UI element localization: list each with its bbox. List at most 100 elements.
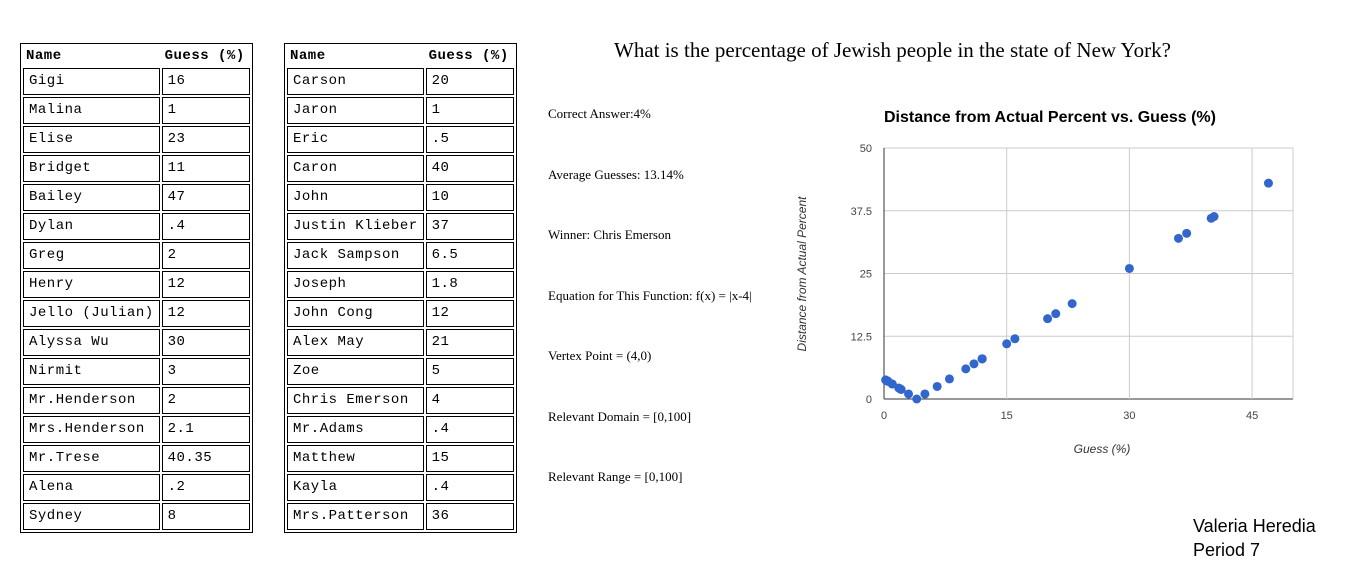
- student-name-cell: Carson: [287, 68, 424, 95]
- table-row: Gigi 16: [23, 68, 250, 95]
- table-row: Dylan .4: [23, 213, 250, 240]
- guess-value-cell: .4: [425, 416, 514, 443]
- student-name-cell: Malina: [23, 97, 160, 124]
- table-row: John Cong 12: [287, 300, 514, 327]
- y-tick-label: 12.5: [851, 331, 872, 343]
- guess-value-cell: 40.35: [161, 445, 250, 472]
- student-name-cell: Eric: [287, 126, 424, 153]
- guess-value-cell: 8: [161, 503, 250, 530]
- x-tick-label: 45: [1246, 410, 1258, 422]
- table-row: John 10: [287, 184, 514, 211]
- data-point: [1124, 263, 1134, 273]
- guess-value-cell: 5: [425, 358, 514, 385]
- student-name-cell: Justin Klieber: [287, 213, 424, 240]
- table-row: Jaron 1: [287, 97, 514, 124]
- column-header-name: Name: [26, 48, 62, 64]
- student-name-cell: Mr.Adams: [287, 416, 424, 443]
- table-row: Joseph 1.8: [287, 271, 514, 298]
- student-name-cell: Matthew: [287, 445, 424, 472]
- student-name-cell: Sydney: [23, 503, 160, 530]
- vertex-text: Vertex Point = (4,0): [548, 348, 652, 363]
- guess-value-cell: 15: [425, 445, 514, 472]
- guess-value-cell: .5: [425, 126, 514, 153]
- table-row: Zoe 5: [287, 358, 514, 385]
- equation-text: Equation for This Function: f(x) = |x-4|: [548, 288, 752, 303]
- student-name-cell: Alex May: [287, 329, 424, 356]
- author-name: Valeria Heredia: [1193, 516, 1316, 536]
- guess-value-cell: 12: [425, 300, 514, 327]
- student-name-cell: Joseph: [287, 271, 424, 298]
- guess-value-cell: 4: [425, 387, 514, 414]
- guess-value-cell: 3: [161, 358, 250, 385]
- table-row: Sydney 8: [23, 503, 250, 530]
- data-point: [912, 394, 922, 404]
- table-row: Alyssa Wu 30: [23, 329, 250, 356]
- column-header-name: Name: [290, 48, 326, 64]
- student-name-cell: Bridget: [23, 155, 160, 182]
- data-point: [969, 359, 979, 369]
- guess-value-cell: 12: [161, 300, 250, 327]
- scatter-chart: 0 12.5 25 37.5 50 0 15 30 45 Guess (%) Distance fr…: [795, 143, 1294, 456]
- guess-value-cell: 30: [161, 329, 250, 356]
- data-point: [1051, 309, 1061, 319]
- data-point: [977, 354, 987, 364]
- guess-value-cell: 11: [161, 155, 250, 182]
- table-row: Mrs.Patterson 36: [287, 503, 514, 530]
- guess-value-cell: 36: [425, 503, 514, 530]
- y-tick-label: 25: [860, 269, 872, 281]
- guess-value-cell: .2: [161, 474, 250, 501]
- guess-value-cell: 20: [425, 68, 514, 95]
- student-name-cell: Jack Sampson: [287, 242, 424, 269]
- guess-value-cell: 1: [161, 97, 250, 124]
- student-name-cell: Jello (Julian): [23, 300, 160, 327]
- table-row: Caron 40: [287, 155, 514, 182]
- average-guesses-text: Average Guesses: 13.14%: [548, 167, 684, 182]
- question-heading: What is the percentage of Jewish people …: [614, 38, 1171, 62]
- table-row: Mrs.Henderson 2.1: [23, 416, 250, 443]
- student-name-cell: Mr.Trese: [23, 445, 160, 472]
- table-row: Greg 2: [23, 242, 250, 269]
- data-point: [1173, 233, 1183, 243]
- table-row: Nirmit 3: [23, 358, 250, 385]
- correct-answer-text: Correct Answer:4%: [548, 106, 651, 121]
- student-name-cell: John Cong: [287, 300, 424, 327]
- table-row: Elise 23: [23, 126, 250, 153]
- guess-value-cell: .4: [425, 474, 514, 501]
- table-row: Eric .5: [287, 126, 514, 153]
- y-tick-label: 0: [866, 394, 872, 406]
- table-row: Bailey 47: [23, 184, 250, 211]
- student-name-cell: Dylan: [23, 213, 160, 240]
- student-name-cell: Gigi: [23, 68, 160, 95]
- student-name-cell: John: [287, 184, 424, 211]
- data-point: [1010, 334, 1020, 344]
- student-name-cell: Elise: [23, 126, 160, 153]
- guess-value-cell: 40: [425, 155, 514, 182]
- data-point: [904, 389, 914, 399]
- student-name-cell: Kayla: [287, 474, 424, 501]
- table-row: Mr.Trese 40.35: [23, 445, 250, 472]
- student-name-cell: Jaron: [287, 97, 424, 124]
- table-row: Jello (Julian) 12: [23, 300, 250, 327]
- guess-value-cell: 16: [161, 68, 250, 95]
- x-axis-label: Guess (%): [1074, 442, 1131, 456]
- table-row: Henry 12: [23, 271, 250, 298]
- table-row: Mr.Adams .4: [287, 416, 514, 443]
- table-row: Kayla .4: [287, 474, 514, 501]
- table-row: Mr.Henderson 2: [23, 387, 250, 414]
- guess-value-cell: 47: [161, 184, 250, 211]
- data-point: [882, 376, 892, 386]
- data-point: [1067, 299, 1077, 309]
- x-tick-label: 15: [1001, 410, 1013, 422]
- table-row: Chris Emerson 4: [287, 387, 514, 414]
- guess-value-cell: 1: [425, 97, 514, 124]
- column-header-guess: Guess (%): [164, 48, 245, 64]
- guess-table-right: Name Guess (%) Carson 20 Jaron 1 Eric .5 Caron…: [284, 43, 517, 533]
- x-tick-label: 30: [1123, 410, 1135, 422]
- data-point: [961, 364, 971, 374]
- data-point: [894, 383, 904, 393]
- y-axis-label: Distance from Actual Percent: [795, 196, 809, 352]
- table-row: Justin Klieber 37: [287, 213, 514, 240]
- student-name-cell: Alena: [23, 474, 160, 501]
- class-period: Period 7: [1193, 540, 1261, 560]
- table-row: Alex May 21: [287, 329, 514, 356]
